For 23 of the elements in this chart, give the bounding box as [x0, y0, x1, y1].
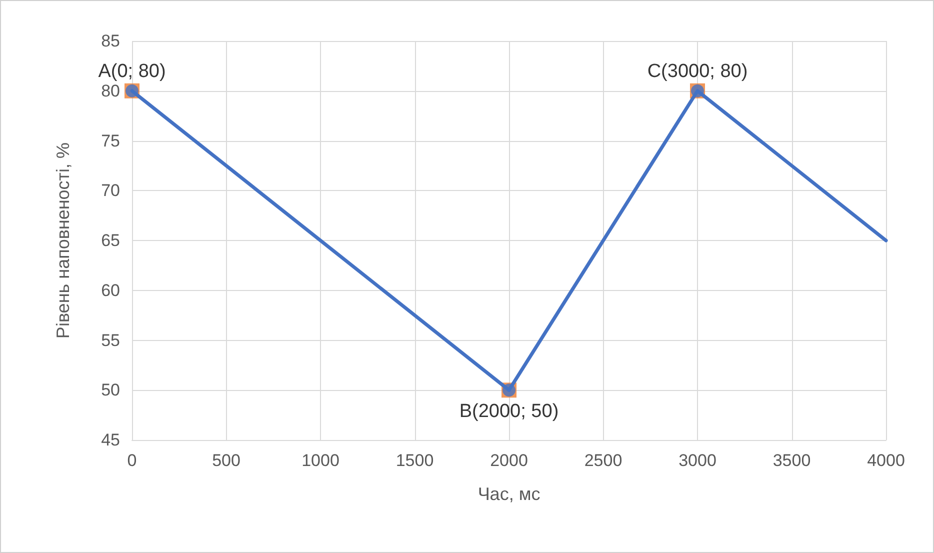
annotation: A(0; 80): [98, 60, 166, 82]
x-tick-label: 2500: [584, 451, 622, 470]
y-tick-label: 45: [101, 430, 120, 450]
annotation: B(2000; 50): [459, 401, 559, 422]
x-tick-label: 500: [212, 451, 240, 470]
y-tick-label: 65: [101, 231, 120, 250]
x-tick-label: 1000: [302, 451, 340, 470]
x-tick-label: 1500: [396, 451, 434, 470]
annotation: C(3000; 80): [647, 60, 748, 82]
y-tick-label: 50: [101, 380, 120, 400]
y-tick-label: 85: [101, 32, 120, 50]
x-tick-label: 3500: [772, 451, 811, 470]
y-axis-title: Рівень наповненості, %: [53, 142, 73, 339]
x-tick-label: 2000: [490, 451, 528, 470]
x-tick-label: 4000: [867, 451, 905, 470]
y-tick-label: 80: [101, 81, 120, 100]
y-tick-label: 70: [101, 181, 120, 200]
y-tick-label: 60: [101, 280, 120, 300]
x-tick-label: 0: [127, 451, 137, 470]
x-axis-title: Час, мс: [478, 484, 540, 504]
y-tick-label: 75: [101, 131, 120, 150]
y-tick-label: 55: [101, 330, 120, 350]
x-tick-label: 3000: [678, 451, 716, 470]
